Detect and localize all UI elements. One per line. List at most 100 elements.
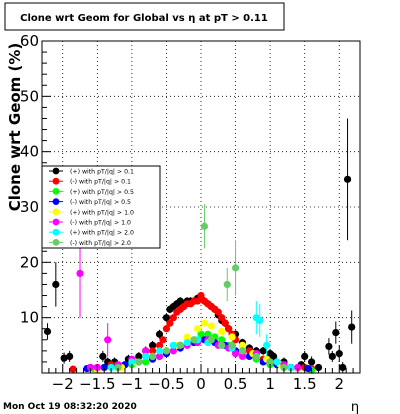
x-tick-label: −2	[52, 375, 74, 393]
data-point	[183, 338, 191, 347]
y-tick-label: 10	[20, 309, 39, 327]
data-point	[149, 347, 157, 355]
legend: (+) with pT/|q| > 0.1 (-) with pT/|q| > 0…	[41, 165, 161, 249]
data-point	[301, 352, 309, 360]
legend-marker	[52, 198, 60, 206]
x-tick-label: 2	[334, 375, 344, 393]
data-point	[69, 365, 77, 373]
x-tick-label: 1.5	[293, 375, 317, 393]
data-point	[231, 264, 240, 272]
data-point	[304, 364, 312, 373]
data-point	[287, 363, 295, 372]
data-point	[169, 347, 177, 355]
grid	[42, 40, 360, 373]
data-point	[162, 325, 171, 333]
data-point	[86, 363, 94, 372]
data-point	[269, 352, 278, 360]
data-point	[218, 327, 226, 336]
series-7	[114, 204, 288, 372]
data-point	[166, 319, 174, 327]
data-point	[231, 350, 240, 358]
legend-label: (-) with pT/|q| > 1.0	[70, 220, 131, 227]
data-point	[348, 323, 356, 331]
data-point	[162, 347, 171, 355]
data-point	[66, 352, 74, 360]
data-point	[159, 336, 167, 344]
data-point	[43, 327, 52, 336]
data-point	[225, 325, 233, 333]
data-point	[308, 358, 316, 366]
data-point	[197, 291, 205, 300]
data-point	[228, 341, 236, 349]
data-point	[155, 330, 164, 338]
timestamp: Mon Oct 19 08:32:20 2020	[3, 402, 137, 412]
legend-label: (-) with pT/|q| > 2.0	[70, 240, 131, 247]
legend-marker	[52, 208, 60, 216]
data-point	[325, 342, 333, 351]
data-point	[60, 354, 68, 362]
data-point	[273, 358, 281, 366]
data-point	[328, 352, 336, 360]
y-tick-label: 40	[20, 143, 39, 161]
x-axis-label: η	[351, 400, 359, 414]
x-tick-label: 0	[196, 375, 206, 393]
data-point	[155, 341, 164, 349]
data-point	[183, 333, 191, 341]
data-point	[169, 341, 177, 349]
data-point	[76, 269, 84, 277]
data-point	[190, 336, 198, 344]
data-point	[332, 329, 340, 337]
data-point	[238, 341, 247, 349]
data-point	[99, 352, 107, 360]
data-point	[223, 280, 231, 289]
data-point	[169, 314, 177, 322]
tick-labels: −2 −1.5 −1 −0.5 0 0.5 1 1.5 2 10 20 30 40 50 60	[20, 32, 344, 393]
data-point	[155, 352, 164, 360]
series-6	[107, 301, 295, 372]
data-point	[162, 314, 171, 322]
data-point	[218, 314, 226, 322]
data-point	[135, 352, 143, 360]
data-point	[155, 347, 164, 355]
data-point	[200, 222, 209, 230]
y-tick-label: 30	[20, 198, 39, 216]
x-tick-label: 1	[265, 375, 275, 393]
legend-label: (+) with pT/|q| > 1.0	[70, 209, 134, 216]
legend-label: (+) with pT/|q| > 2.0	[70, 230, 134, 237]
data-point	[335, 350, 343, 358]
series-layer	[43, 118, 356, 374]
y-tick-label: 20	[20, 253, 39, 271]
data-point	[142, 352, 150, 360]
y-tick-label: 50	[20, 87, 39, 105]
data-point	[343, 175, 352, 183]
legend-marker	[52, 177, 60, 185]
data-point	[238, 347, 247, 355]
data-point	[214, 308, 222, 316]
data-point	[176, 341, 184, 349]
legend-box	[41, 165, 161, 249]
data-point	[142, 358, 150, 366]
data-point	[207, 322, 215, 330]
data-point	[193, 297, 202, 305]
data-point	[339, 363, 347, 372]
x-tick-label: −1	[121, 375, 143, 393]
data-point	[52, 280, 60, 289]
data-point	[266, 358, 274, 366]
data-point	[280, 363, 288, 372]
x-tick-label: 0.5	[224, 375, 248, 393]
data-point	[114, 363, 122, 372]
data-point	[218, 341, 226, 349]
data-point	[149, 352, 157, 360]
x-tick-label: −0.5	[148, 375, 184, 393]
data-point	[149, 341, 157, 349]
legend-label: (-) with pT/|q| > 0.5	[70, 199, 131, 206]
data-point	[221, 319, 229, 327]
data-point	[204, 330, 212, 338]
y-tick-label: 60	[20, 32, 39, 50]
title-box	[4, 2, 285, 31]
data-point	[294, 363, 302, 372]
ticks	[41, 40, 361, 373]
data-point	[135, 358, 143, 366]
legend-marker	[52, 188, 60, 195]
